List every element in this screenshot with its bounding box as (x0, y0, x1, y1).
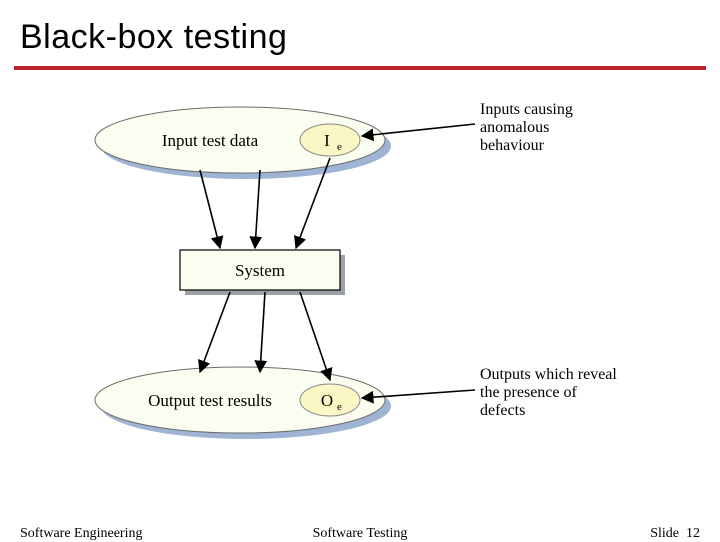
svg-text:Inputs causing: Inputs causing (480, 101, 573, 118)
page-title: Black-box testing (20, 18, 287, 57)
svg-text:Outputs which reveal: Outputs which reveal (480, 366, 617, 383)
svg-text:the presence of: the presence of (480, 384, 578, 401)
svg-text:anomalous: anomalous (480, 119, 549, 136)
svg-text:O: O (321, 391, 333, 410)
svg-text:Output test results: Output test results (148, 391, 272, 410)
svg-text:I: I (324, 131, 330, 150)
svg-text:e: e (337, 401, 342, 413)
svg-text:System: System (235, 261, 285, 280)
diagram-svg: Input test data Ie Output test results Oe Sy… (0, 80, 720, 500)
diagram-container: Input test data Ie Output test results Oe Sy… (0, 80, 720, 500)
svg-text:defects: defects (480, 402, 525, 419)
footer-right-num: 12 (686, 526, 700, 541)
footer-right-prefix: Slide (650, 526, 679, 541)
svg-text:Input test data: Input test data (162, 131, 259, 150)
svg-text:e: e (337, 141, 342, 153)
svg-text:behaviour: behaviour (480, 137, 545, 154)
title-underline (14, 66, 706, 70)
